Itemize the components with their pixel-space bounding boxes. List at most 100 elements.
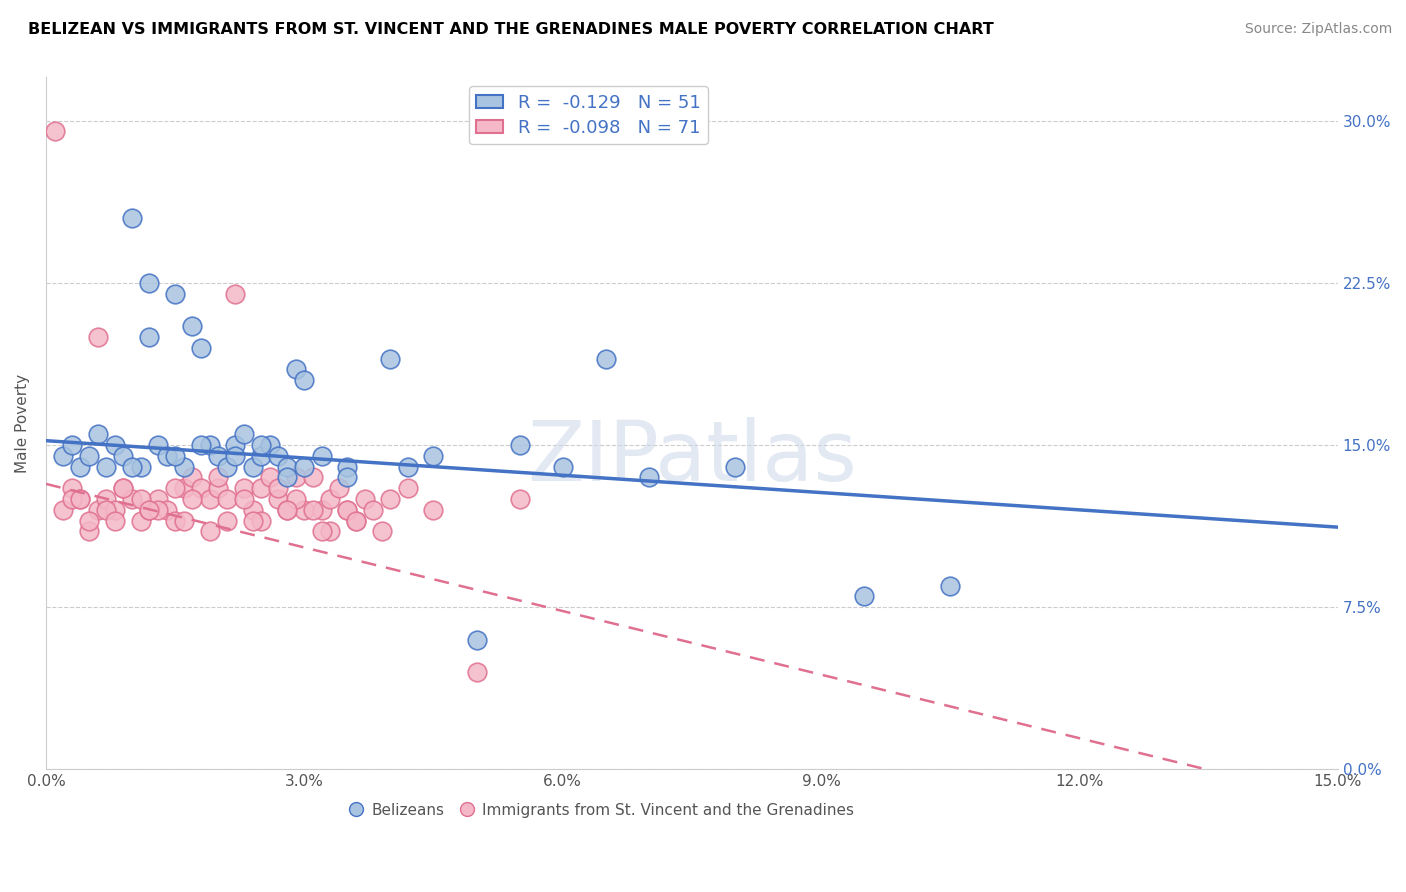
Point bbox=[165, 286, 187, 301]
Point bbox=[112, 481, 135, 495]
Point bbox=[276, 503, 298, 517]
Point bbox=[336, 503, 359, 517]
Point bbox=[155, 449, 177, 463]
Point bbox=[52, 503, 75, 517]
Point bbox=[396, 481, 419, 495]
Point bbox=[328, 481, 350, 495]
Point bbox=[284, 470, 307, 484]
Point bbox=[146, 503, 169, 517]
Point bbox=[112, 449, 135, 463]
Point bbox=[165, 481, 187, 495]
Point bbox=[138, 503, 160, 517]
Point bbox=[284, 362, 307, 376]
Point bbox=[77, 514, 100, 528]
Point bbox=[422, 449, 444, 463]
Point bbox=[853, 590, 876, 604]
Point bbox=[121, 491, 143, 506]
Point bbox=[319, 524, 342, 539]
Point bbox=[129, 491, 152, 506]
Point bbox=[311, 449, 333, 463]
Point bbox=[77, 524, 100, 539]
Point bbox=[233, 427, 256, 442]
Point bbox=[181, 319, 204, 334]
Point bbox=[165, 514, 187, 528]
Point bbox=[250, 481, 273, 495]
Point bbox=[104, 438, 127, 452]
Point bbox=[181, 491, 204, 506]
Point bbox=[52, 449, 75, 463]
Point bbox=[86, 427, 108, 442]
Point bbox=[207, 470, 229, 484]
Point bbox=[129, 459, 152, 474]
Point bbox=[250, 449, 273, 463]
Point bbox=[465, 665, 488, 679]
Point bbox=[69, 491, 91, 506]
Point bbox=[292, 373, 315, 387]
Point bbox=[129, 514, 152, 528]
Point bbox=[344, 514, 367, 528]
Point bbox=[267, 481, 290, 495]
Point bbox=[259, 470, 281, 484]
Point bbox=[380, 491, 402, 506]
Point bbox=[77, 449, 100, 463]
Point bbox=[302, 503, 325, 517]
Point bbox=[121, 459, 143, 474]
Point bbox=[190, 438, 212, 452]
Point bbox=[361, 503, 384, 517]
Point bbox=[104, 503, 127, 517]
Point bbox=[267, 449, 290, 463]
Point bbox=[138, 330, 160, 344]
Point bbox=[224, 286, 246, 301]
Point bbox=[336, 459, 359, 474]
Point bbox=[276, 459, 298, 474]
Point bbox=[165, 449, 187, 463]
Text: ZIPatlas: ZIPatlas bbox=[527, 417, 856, 499]
Point bbox=[509, 438, 531, 452]
Point bbox=[724, 459, 747, 474]
Point bbox=[207, 481, 229, 495]
Point bbox=[190, 341, 212, 355]
Point bbox=[198, 524, 221, 539]
Point bbox=[637, 470, 659, 484]
Point bbox=[155, 503, 177, 517]
Point bbox=[292, 459, 315, 474]
Point bbox=[181, 470, 204, 484]
Point bbox=[190, 481, 212, 495]
Point bbox=[242, 514, 264, 528]
Point bbox=[198, 491, 221, 506]
Point bbox=[242, 503, 264, 517]
Point bbox=[939, 578, 962, 592]
Point bbox=[276, 470, 298, 484]
Point bbox=[86, 330, 108, 344]
Point bbox=[86, 503, 108, 517]
Point bbox=[551, 459, 574, 474]
Point bbox=[344, 514, 367, 528]
Point bbox=[396, 459, 419, 474]
Point bbox=[60, 438, 83, 452]
Legend: Belizeans, Immigrants from St. Vincent and the Grenadines: Belizeans, Immigrants from St. Vincent a… bbox=[342, 797, 860, 824]
Point bbox=[233, 481, 256, 495]
Point bbox=[215, 459, 238, 474]
Point bbox=[353, 491, 375, 506]
Point bbox=[146, 491, 169, 506]
Point bbox=[336, 503, 359, 517]
Point bbox=[138, 503, 160, 517]
Point bbox=[250, 514, 273, 528]
Point bbox=[112, 481, 135, 495]
Point bbox=[138, 276, 160, 290]
Point bbox=[215, 514, 238, 528]
Point bbox=[302, 470, 325, 484]
Point bbox=[104, 514, 127, 528]
Point bbox=[250, 438, 273, 452]
Point bbox=[224, 438, 246, 452]
Point bbox=[96, 503, 118, 517]
Point bbox=[371, 524, 394, 539]
Point bbox=[69, 459, 91, 474]
Point bbox=[242, 459, 264, 474]
Point bbox=[207, 449, 229, 463]
Point bbox=[422, 503, 444, 517]
Point bbox=[595, 351, 617, 366]
Point bbox=[173, 459, 195, 474]
Point bbox=[60, 481, 83, 495]
Point bbox=[292, 503, 315, 517]
